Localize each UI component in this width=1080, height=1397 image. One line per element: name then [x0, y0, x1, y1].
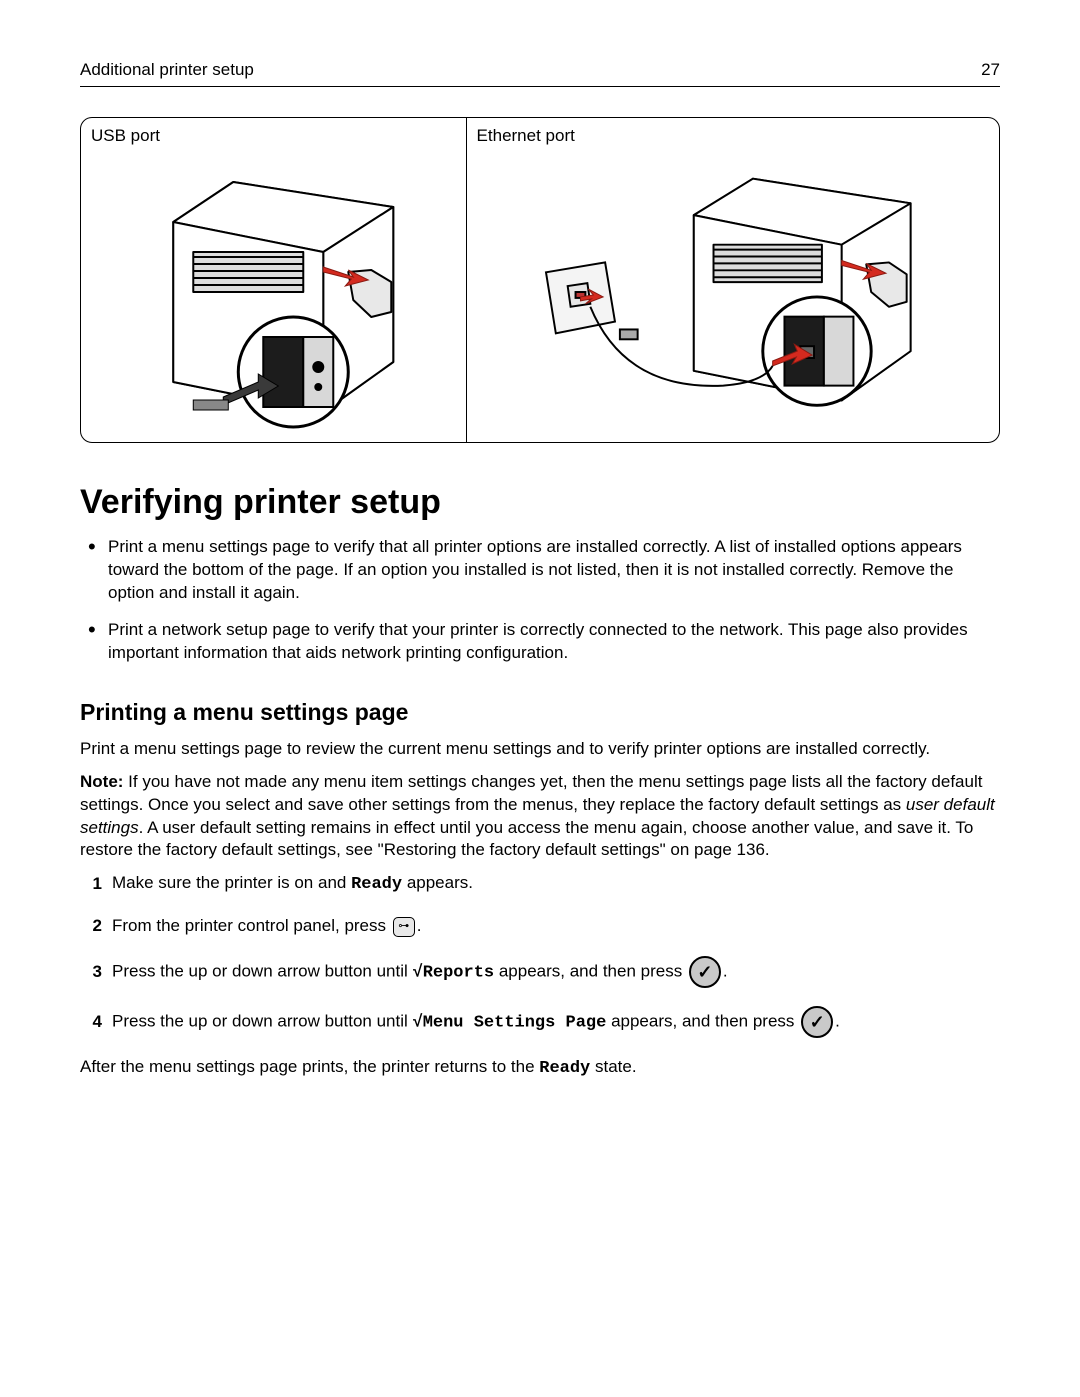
ethernet-port-cell: Ethernet port: [467, 118, 999, 442]
menu-key-icon: ⊶: [393, 917, 415, 937]
closing-paragraph: After the menu settings page prints, the…: [80, 1056, 1000, 1081]
closing-text: After the menu settings page prints, the…: [80, 1057, 539, 1076]
step-number: 3: [80, 961, 102, 984]
mono-text: Reports: [423, 964, 494, 983]
note-text-post: . A user default setting remains in effe…: [80, 818, 973, 860]
ethernet-port-illustration: [477, 152, 989, 432]
port-table: USB port: [80, 117, 1000, 443]
select-button-icon: ✓: [689, 956, 721, 988]
note-paragraph: Note: If you have not made any menu item…: [80, 771, 1000, 863]
step-number: 2: [80, 915, 102, 938]
bullet-list: Print a menu settings page to verify tha…: [108, 536, 1000, 665]
step-1: 1 Make sure the printer is on and Ready …: [80, 872, 1000, 897]
step-number: 4: [80, 1011, 102, 1034]
header-title: Additional printer setup: [80, 60, 254, 80]
page-header: Additional printer setup 27: [80, 60, 1000, 87]
usb-port-label: USB port: [91, 126, 456, 146]
page-number: 27: [981, 60, 1000, 80]
note-text-pre: If you have not made any menu item setti…: [80, 772, 982, 814]
usb-port-cell: USB port: [81, 118, 467, 442]
step-text: .: [417, 916, 422, 935]
step-text: .: [835, 1012, 840, 1031]
mono-text: Menu Settings Page: [423, 1014, 607, 1033]
intro-paragraph: Print a menu settings page to review the…: [80, 738, 1000, 761]
subsection-heading: Printing a menu settings page: [80, 699, 1000, 726]
sqrt-icon: √: [413, 964, 423, 983]
ethernet-port-label: Ethernet port: [477, 126, 989, 146]
step-number: 1: [80, 873, 102, 896]
mono-text: Ready: [351, 875, 402, 894]
list-item: Print a network setup page to verify tha…: [108, 619, 1000, 665]
select-button-icon: ✓: [801, 1006, 833, 1038]
closing-text: state.: [590, 1057, 636, 1076]
step-text: appears, and then press: [606, 1012, 799, 1031]
note-label: Note:: [80, 772, 123, 791]
usb-port-illustration: [91, 152, 456, 432]
step-3: 3 Press the up or down arrow button unti…: [80, 956, 1000, 988]
list-item: Print a menu settings page to verify tha…: [108, 536, 1000, 605]
step-text: Make sure the printer is on and: [112, 873, 351, 892]
sqrt-icon: √: [413, 1014, 423, 1033]
section-heading: Verifying printer setup: [80, 483, 1000, 522]
step-2: 2 From the printer control panel, press …: [80, 915, 1000, 938]
step-text: .: [723, 962, 728, 981]
steps-list: 1 Make sure the printer is on and Ready …: [80, 872, 1000, 1038]
step-text: Press the up or down arrow button until: [112, 962, 413, 981]
step-text: From the printer control panel, press: [112, 916, 391, 935]
step-text: Press the up or down arrow button until: [112, 1012, 413, 1031]
step-text: appears, and then press: [494, 962, 687, 981]
mono-text: Ready: [539, 1059, 590, 1078]
step-4: 4 Press the up or down arrow button unti…: [80, 1006, 1000, 1038]
step-text: appears.: [402, 873, 473, 892]
